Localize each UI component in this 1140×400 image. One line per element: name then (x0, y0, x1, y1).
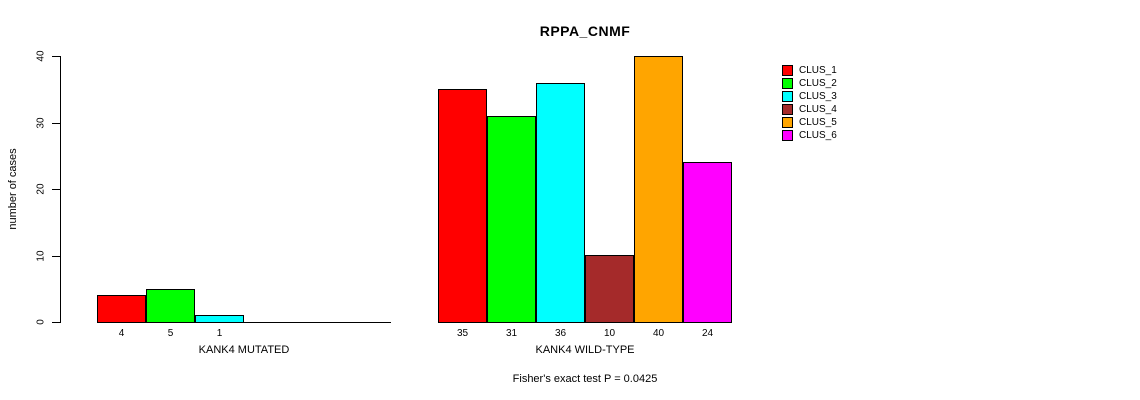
legend-item: CLUS_6 (782, 129, 837, 142)
bar-value-label: 35 (456, 328, 469, 339)
legend-item: CLUS_2 (782, 77, 837, 90)
legend: CLUS_1 CLUS_2 CLUS_3 CLUS_4 CLUS_5 CLUS_6 (782, 64, 837, 142)
bar-value-label: 5 (167, 328, 174, 339)
y-axis-title: number of cases (7, 148, 19, 230)
bar-clus_6-wildtype (683, 162, 732, 323)
x-axis-baseline (97, 322, 391, 323)
bar-value-label: 10 (603, 328, 616, 339)
bar-value-label: 40 (652, 328, 665, 339)
y-tick (52, 123, 60, 124)
bar-value-label: 31 (505, 328, 518, 339)
legend-item: CLUS_4 (782, 103, 837, 116)
legend-color-swatch (782, 65, 793, 76)
y-tick-label: 20 (35, 183, 47, 195)
bar-clus_2-wildtype (487, 116, 536, 323)
legend-item: CLUS_3 (782, 90, 837, 103)
bar-value-label: 24 (701, 328, 714, 339)
bar-clus_1-wildtype (438, 89, 487, 323)
legend-label: CLUS_4 (799, 104, 837, 115)
legend-item: CLUS_5 (782, 116, 837, 129)
y-tick-label: 10 (35, 250, 47, 262)
bar-clus_2-mutated (146, 289, 195, 323)
legend-label: CLUS_1 (799, 65, 837, 76)
y-axis-line (60, 56, 61, 323)
group-label-wildtype: KANK4 WILD-TYPE (535, 344, 635, 356)
y-tick (52, 256, 60, 257)
legend-color-swatch (782, 104, 793, 115)
y-tick (52, 322, 60, 323)
y-tick-label: 0 (35, 319, 47, 325)
bar-clus_1-mutated (97, 295, 146, 323)
bar-clus_5-wildtype (634, 56, 683, 323)
legend-color-swatch (782, 91, 793, 102)
legend-color-swatch (782, 130, 793, 141)
y-tick-label: 30 (35, 117, 47, 129)
bar-value-label: 36 (554, 328, 567, 339)
bar-value-label: 4 (118, 328, 125, 339)
legend-label: CLUS_3 (799, 91, 837, 102)
legend-item: CLUS_1 (782, 64, 837, 77)
y-tick (52, 189, 60, 190)
y-tick (52, 56, 60, 57)
bar-clus_3-mutated (195, 315, 244, 323)
bar-clus_3-wildtype (536, 83, 585, 323)
legend-label: CLUS_6 (799, 130, 837, 141)
bar-clus_4-wildtype (585, 255, 634, 323)
bar-value-label: 1 (216, 328, 223, 339)
legend-color-swatch (782, 117, 793, 128)
legend-label: CLUS_5 (799, 117, 837, 128)
legend-color-swatch (782, 78, 793, 89)
chart-title: RPPA_CNMF (539, 23, 631, 39)
legend-label: CLUS_2 (799, 78, 837, 89)
group-label-mutated: KANK4 MUTATED (198, 344, 290, 356)
stat-test-caption: Fisher's exact test P = 0.0425 (512, 373, 658, 385)
y-tick-label: 40 (35, 50, 47, 62)
